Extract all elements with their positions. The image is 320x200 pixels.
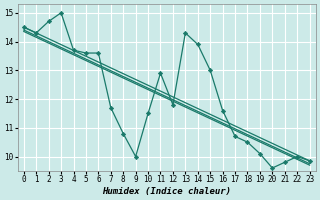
X-axis label: Humidex (Indice chaleur): Humidex (Indice chaleur): [102, 187, 231, 196]
